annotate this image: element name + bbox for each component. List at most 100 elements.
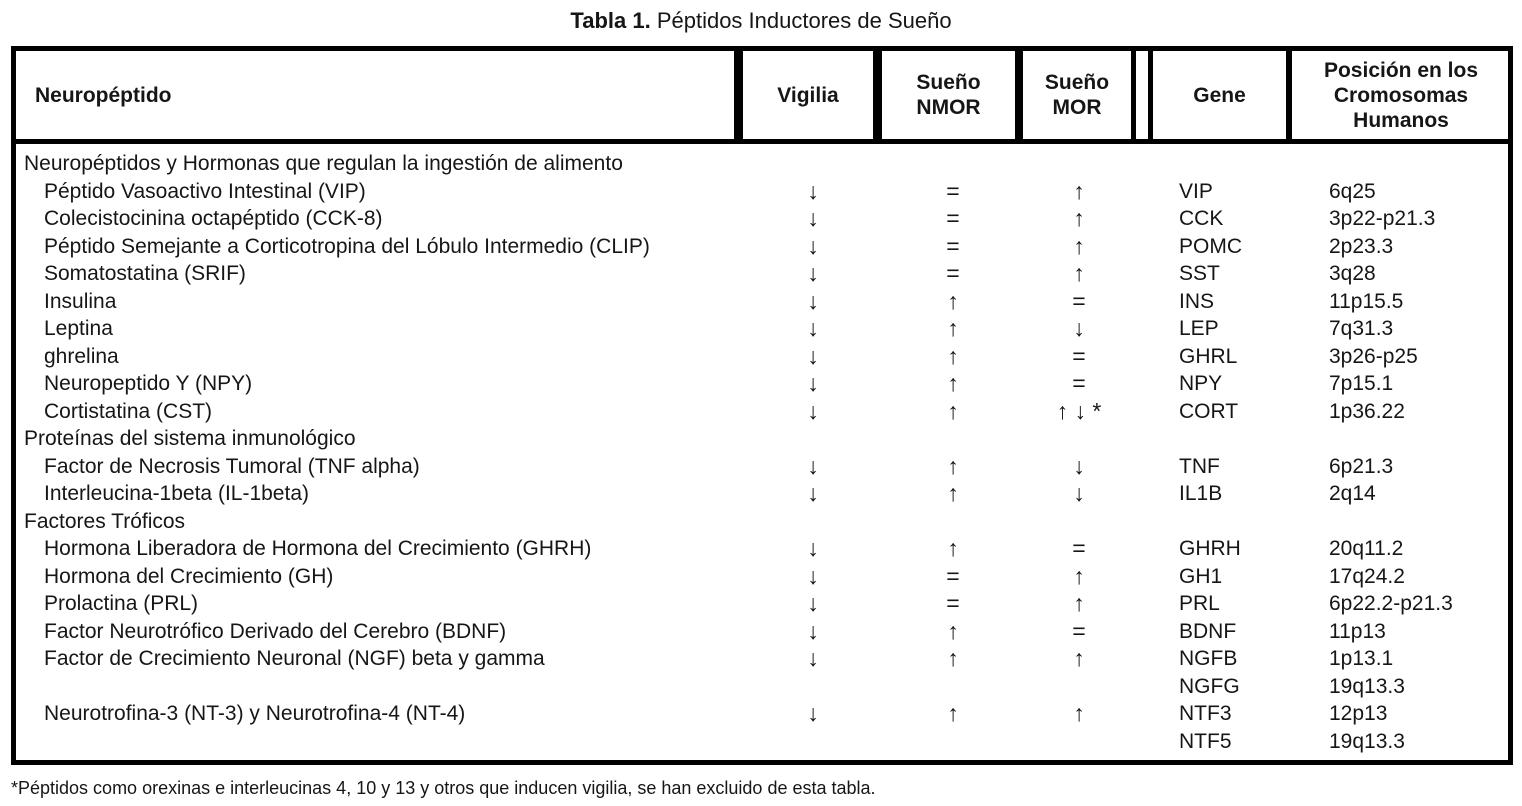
sueno-nmor-value: = [946, 590, 960, 616]
position-value: 6p21.3 [1329, 454, 1394, 478]
section-label: Factores Tróficos [24, 509, 186, 533]
sueno-mor-value [1012, 673, 1146, 701]
sueno-mor-value: ↑ [1073, 232, 1085, 259]
position-value: 20q11.2 [1329, 537, 1404, 560]
vigilia-value: ↓ [807, 397, 819, 424]
peptides-table: Neuropéptido Vigilia Sueño NMOR Sueño MO… [11, 46, 1513, 765]
neuropeptide-label: Hormona Liberadora de Hormona del Crecim… [44, 537, 592, 560]
position-value: 11p15.5 [1329, 289, 1404, 313]
table-header-row: Neuropéptido Vigilia Sueño NMOR Sueño MO… [16, 51, 1508, 144]
table-row: NTF5 19q13.3 [16, 728, 1508, 756]
vigilia-value: ↓ [807, 562, 819, 589]
vigilia-value: ↓ [807, 480, 819, 506]
position-value: 3q28 [1329, 262, 1376, 285]
position-value: 1p13.1 [1329, 647, 1394, 670]
sueno-nmor-value: = [946, 232, 960, 259]
position-value: 7q31.3 [1329, 317, 1394, 340]
gene-value: NPY [1179, 372, 1223, 395]
sueno-nmor-value: ↑ [947, 287, 959, 314]
gene-value: TNF [1179, 454, 1220, 478]
sueno-nmor-value [886, 673, 1020, 701]
table-title: Tabla 1. Péptidos Inductores de Sueño [0, 8, 1522, 34]
vigilia-value: ↓ [807, 315, 819, 341]
header-sueno-nmor: Sueño NMOR [916, 71, 981, 119]
neuropeptide-label: Cortistatina (CST) [44, 399, 213, 423]
table-row: Neurotrofina-3 (NT-3) y Neurotrofina-4 (… [16, 700, 1508, 728]
table-row: NGFG 19q13.3 [16, 673, 1508, 701]
table-row: Interleucina-1beta (IL-1beta) ↓ ↑ ↓ IL1B 2q14 [16, 480, 1508, 508]
gene-value: VIP [1179, 179, 1213, 203]
sueno-mor-value: ↑ [1073, 645, 1085, 671]
sueno-nmor-value: ↑ [947, 342, 959, 369]
gene-value: LEP [1179, 317, 1219, 340]
neuropeptide-label: ghrelina [44, 344, 119, 368]
sueno-nmor-value: ↑ [947, 480, 959, 506]
sueno-nmor-value: ↑ [947, 397, 959, 424]
neuropeptide-label: Péptido Vasoactivo Intestinal (VIP) [44, 179, 366, 203]
position-value: 11p13 [1329, 619, 1386, 643]
sueno-mor-value: ↑ [1073, 177, 1085, 204]
gene-value: POMC [1179, 234, 1242, 258]
table-title-label: Tabla 1. [570, 8, 651, 33]
neuropeptide-label: Factor de Necrosis Tumoral (TNF alpha) [44, 454, 420, 478]
table-row: Péptido Semejante a Corticotropina del L… [16, 233, 1508, 261]
table-row: Hormona del Crecimiento (GH) ↓ = ↑ GH1 17q24.… [16, 563, 1508, 591]
vigilia-value: ↓ [807, 645, 819, 671]
position-value: 17q24.2 [1329, 564, 1405, 588]
vigilia-value: ↓ [807, 287, 819, 314]
position-value: 1p36.22 [1329, 399, 1405, 423]
vigilia-value [746, 728, 880, 756]
gene-value: NGFG [1179, 674, 1240, 698]
sueno-nmor-value: ↑ [947, 645, 959, 671]
sueno-mor-value: ↓ [1073, 315, 1085, 341]
header-column-divider [873, 51, 882, 139]
vigilia-value: ↓ [807, 342, 819, 369]
neuropeptide-label: Factor de Crecimiento Neuronal (NGF) bet… [44, 647, 545, 670]
sueno-mor-value: = [1072, 535, 1086, 561]
vigilia-value: ↓ [807, 370, 819, 396]
table-row: Somatostatina (SRIF) ↓ = ↑ SST 3q28 [16, 260, 1508, 288]
table-title-text: Péptidos Inductores de Sueño [650, 8, 952, 33]
vigilia-value: ↓ [807, 617, 819, 644]
sueno-mor-value: = [1072, 617, 1086, 644]
neuropeptide-label: Leptina [44, 317, 113, 340]
neuropeptide-label: Neuropeptido Y (NPY) [44, 372, 253, 395]
sueno-nmor-value: ↑ [947, 700, 959, 726]
gene-value: GHRL [1179, 344, 1238, 368]
vigilia-value: ↓ [807, 590, 819, 616]
table-row: Prolactina (PRL) ↓ = ↑ PRL 6p22.2-p21.3 [16, 590, 1508, 618]
section-row: Neuropéptidos y Hormonas que regulan la … [16, 150, 1508, 178]
vigilia-value: ↓ [807, 205, 819, 231]
gene-value: PRL [1179, 592, 1220, 615]
section-row: Factores Tróficos [16, 508, 1508, 536]
gene-value: IL1B [1179, 482, 1223, 505]
gene-value: NTF5 [1179, 729, 1232, 753]
sueno-nmor-value: = [946, 260, 960, 286]
vigilia-value: ↓ [807, 700, 819, 726]
sueno-nmor-value: ↑ [947, 452, 959, 479]
sueno-mor-value: = [1072, 342, 1086, 369]
position-value: 3p22-p21.3 [1329, 207, 1436, 230]
sueno-mor-value: ↑ [1073, 205, 1085, 231]
header-column-divider [1286, 51, 1292, 139]
header-neuropeptido: Neuropéptido [35, 83, 172, 107]
sueno-nmor-value: ↑ [947, 315, 959, 341]
sueno-nmor-value: ↑ [947, 370, 959, 396]
footnote: *Péptidos como orexinas e interleucinas … [11, 778, 876, 798]
table-row: Colecistocinina octapéptido (CCK-8) ↓ = ↑ CC… [16, 205, 1508, 233]
table-row: ghrelina ↓ ↑ = GHRL 3p26-p25 [16, 343, 1508, 371]
sueno-nmor-value: = [946, 177, 960, 204]
sueno-mor-value: ↑ [1073, 562, 1085, 589]
neuropeptide-label: Colecistocinina octapéptido (CCK-8) [44, 207, 383, 230]
header-column-divider [1131, 51, 1136, 139]
sueno-nmor-value: = [946, 562, 960, 589]
position-value: 7p15.1 [1329, 372, 1394, 395]
gene-value: CCK [1179, 207, 1224, 230]
gene-value: BDNF [1179, 619, 1237, 643]
table-row: Insulina ↓ ↑ = INS 11p15.5 [16, 288, 1508, 316]
sueno-mor-value [1012, 728, 1146, 756]
gene-value: GH1 [1179, 564, 1223, 588]
neuropeptide-label: Interleucina-1beta (IL-1beta) [44, 482, 309, 505]
sueno-mor-value: = [1072, 287, 1086, 314]
